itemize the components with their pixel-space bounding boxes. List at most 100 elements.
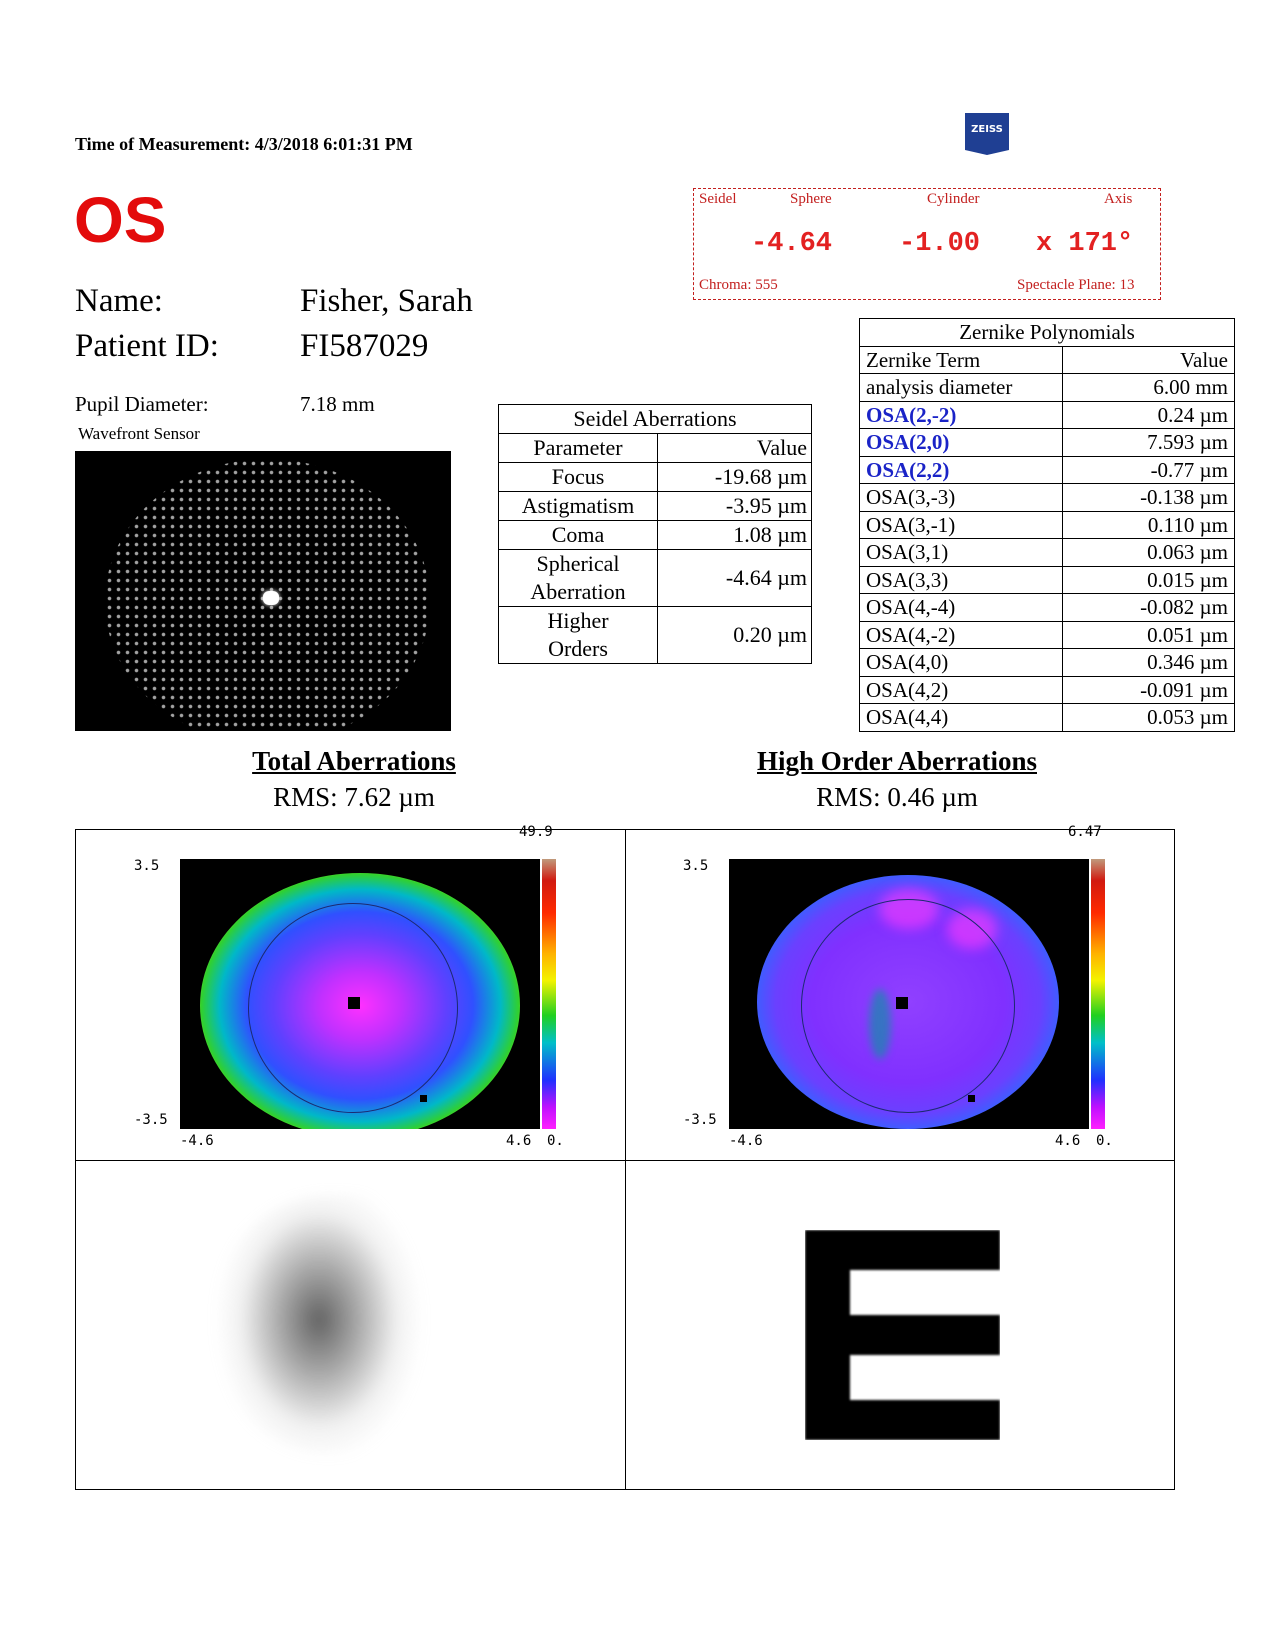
zernike-term: OSA(4,0)	[859, 648, 1063, 677]
table-row: OSA(3,-1) 0.110 µm	[859, 510, 1235, 539]
total-aberrations-title: Total Aberrations	[252, 746, 456, 776]
zernike-table: Zernike Polynomials Zernike Term Value a…	[859, 318, 1235, 732]
zeiss-logo: ZEISS	[965, 113, 1009, 155]
wavefront-sensor-label: Wavefront Sensor	[78, 424, 200, 443]
table-row: OSA(4,4) 0.053 µm	[859, 703, 1235, 732]
name-label: Name:	[75, 283, 163, 319]
zernike-value: 0.053 µm	[1062, 703, 1235, 732]
seidel-param: Coma	[498, 520, 658, 550]
seidel-param-line2: Orders	[548, 636, 608, 661]
limbus-marker	[420, 1095, 427, 1102]
analysis-circle	[801, 899, 1015, 1113]
total-simulated-retinal-image	[215, 1195, 475, 1455]
zernike-col-value: Value	[1062, 345, 1235, 374]
sphere-label: Sphere	[790, 191, 832, 207]
zernike-value: 0.110 µm	[1062, 510, 1235, 539]
table-row: OSA(4,0) 0.346 µm	[859, 648, 1235, 677]
high-order-rms: RMS: 0.46 µm	[816, 782, 978, 812]
zernike-term: OSA(4,-4)	[859, 593, 1063, 622]
table-row: OSA(3,3) 0.015 µm	[859, 565, 1235, 594]
axis-value: x 171°	[1036, 229, 1134, 259]
zernike-value: -0.77 µm	[1062, 455, 1235, 484]
seidel-value: 0.20 µm	[657, 606, 812, 664]
zernike-value: 0.346 µm	[1062, 648, 1235, 677]
zernike-term: OSA(4,4)	[859, 703, 1063, 732]
high-order-scale-max: 6.47	[1068, 824, 1102, 840]
table-row: Coma 1.08 µm	[498, 520, 812, 550]
table-row: OSA(2,-2) 0.24 µm	[859, 400, 1235, 429]
zernike-value: 7.593 µm	[1062, 428, 1235, 457]
zernike-term: OSA(2,0)	[859, 428, 1063, 457]
table-row: Focus -19.68 µm	[498, 462, 812, 492]
zernike-term: OSA(4,2)	[859, 675, 1063, 704]
cylinder-label: Cylinder	[927, 191, 980, 207]
refraction-box: Seidel Sphere Cylinder Axis -4.64 -1.00 …	[693, 188, 1161, 300]
seidel-param-line1: Spherical	[536, 551, 620, 576]
total-aberration-map	[180, 859, 540, 1129]
zernike-term: OSA(2,2)	[859, 455, 1063, 484]
zernike-value: 0.063 µm	[1062, 538, 1235, 567]
zernike-term: OSA(4,-2)	[859, 620, 1063, 649]
high-order-y-top: 3.5	[683, 858, 709, 874]
high-order-aberration-map	[729, 859, 1089, 1129]
high-order-x-right: 4.6	[1055, 1133, 1081, 1149]
zernike-col-term: Zernike Term	[859, 345, 1063, 374]
measurement-time: Time of Measurement: 4/3/2018 6:01:31 PM	[75, 134, 413, 154]
total-y-top: 3.5	[134, 858, 160, 874]
total-x-left: -4.6	[180, 1133, 214, 1149]
table-row: OSA(2,0) 7.593 µm	[859, 428, 1235, 457]
zernike-value: 0.051 µm	[1062, 620, 1235, 649]
table-row: analysis diameter 6.00 mm	[859, 373, 1235, 402]
table-row: Spherical Aberration -4.64 µm	[498, 549, 812, 607]
table-row: OSA(3,-3) -0.138 µm	[859, 483, 1235, 512]
seidel-col-parameter: Parameter	[498, 433, 658, 463]
seidel-value: -19.68 µm	[657, 462, 812, 492]
high-order-scale-min: 0.	[1096, 1133, 1113, 1149]
table-row: OSA(2,2) -0.77 µm	[859, 455, 1235, 484]
seidel-col-value: Value	[657, 433, 812, 463]
total-scale-min: 0.	[547, 1133, 564, 1149]
wavefront-sensor-image	[75, 451, 451, 731]
seidel-param-line2: Aberration	[530, 579, 626, 604]
high-order-title: High Order Aberrations	[757, 746, 1037, 776]
seidel-value: -4.64 µm	[657, 549, 812, 607]
limbus-marker	[968, 1095, 975, 1102]
eye-label: OS	[74, 184, 167, 256]
spectacle-plane-value: Spectacle Plane: 13	[1017, 277, 1135, 293]
zernike-value: 0.015 µm	[1062, 565, 1235, 594]
zernike-value: -0.091 µm	[1062, 675, 1235, 704]
pupil-center-marker	[896, 997, 908, 1009]
seidel-param-line1: Higher	[547, 608, 609, 633]
analysis-circle	[248, 903, 458, 1113]
seidel-param: Higher Orders	[498, 606, 658, 664]
grid-divider-vertical	[625, 829, 626, 1490]
zernike-term: analysis diameter	[859, 373, 1063, 402]
zernike-term: OSA(3,-3)	[859, 483, 1063, 512]
high-order-x-left: -4.6	[729, 1133, 763, 1149]
zernike-value: 0.24 µm	[1062, 400, 1235, 429]
grid-divider-horizontal	[75, 1160, 1175, 1161]
seidel-title: Seidel Aberrations	[498, 404, 812, 434]
cylinder-value: -1.00	[899, 229, 981, 259]
seidel-param: Spherical Aberration	[498, 549, 658, 607]
table-row: OSA(4,-2) 0.051 µm	[859, 620, 1235, 649]
high-order-simulated-e-chart	[805, 1230, 1000, 1440]
zernike-value: 6.00 mm	[1062, 373, 1235, 402]
patient-name: Fisher, Sarah	[300, 283, 473, 319]
high-order-y-bottom: -3.5	[683, 1112, 717, 1128]
total-scale-max: 49.9	[519, 824, 553, 840]
sphere-value: -4.64	[751, 229, 833, 259]
total-color-scale	[542, 859, 556, 1129]
pupil-diameter-label: Pupil Diameter:	[75, 392, 209, 416]
high-order-color-scale	[1091, 859, 1105, 1129]
patient-id: FI587029	[300, 328, 429, 364]
total-x-right: 4.6	[506, 1133, 532, 1149]
seidel-value: -3.95 µm	[657, 491, 812, 521]
zernike-term: OSA(3,1)	[859, 538, 1063, 567]
zernike-value: -0.138 µm	[1062, 483, 1235, 512]
table-row: Higher Orders 0.20 µm	[498, 606, 812, 664]
seidel-param: Astigmatism	[498, 491, 658, 521]
refraction-method-label: Seidel	[699, 191, 737, 207]
pupil-diameter-value: 7.18 mm	[300, 392, 375, 416]
zernike-term: OSA(2,-2)	[859, 400, 1063, 429]
